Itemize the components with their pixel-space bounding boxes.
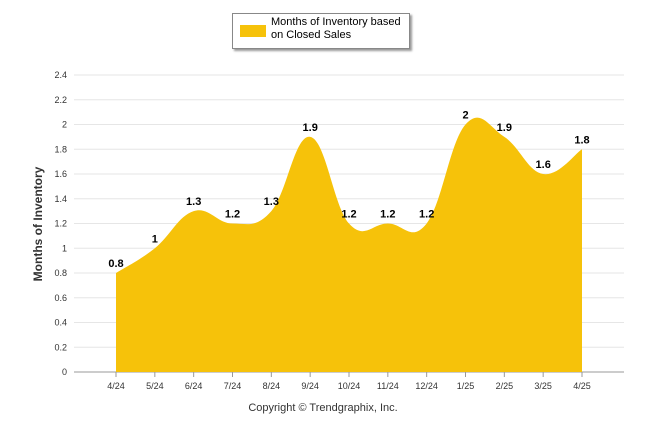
data-label: 0.8 <box>108 258 123 270</box>
y-tick-label: 2.4 <box>54 70 67 80</box>
area-fill <box>116 117 582 373</box>
x-tick-label: 7/24 <box>224 381 242 391</box>
data-label: 1.2 <box>380 209 395 221</box>
copyright-footer: Copyright © Trendgraphix, Inc. <box>248 402 398 414</box>
data-label: 1.3 <box>264 196 279 208</box>
x-tick-label: 3/25 <box>534 381 552 391</box>
data-label: 1.2 <box>341 209 356 221</box>
data-label: 1.2 <box>225 209 240 221</box>
data-label: 1.3 <box>186 196 201 208</box>
x-tick-label: 9/24 <box>301 381 319 391</box>
y-axis-ticks: 0 0.2 0.4 0.6 0.8 1 1.2 1.4 1.6 1.8 2 2.2 2.4 <box>54 70 67 377</box>
y-tick-label: 0.8 <box>54 268 67 278</box>
x-axis-ticks: 4/24 5/24 6/24 7/24 8/24 9/24 10/24 11/24 12/24 1… <box>107 372 591 391</box>
x-tick-label: 12/24 <box>415 381 438 391</box>
data-label: 1.8 <box>574 134 589 146</box>
y-tick-label: 1.4 <box>54 194 67 204</box>
x-tick-label: 11/24 <box>377 381 399 391</box>
y-tick-label: 1.6 <box>54 169 67 179</box>
x-tick-label: 6/24 <box>185 381 203 391</box>
y-tick-label: 1.2 <box>54 219 67 229</box>
y-tick-label: 1.8 <box>54 144 67 154</box>
y-tick-label: 0.6 <box>54 293 67 303</box>
data-label: 1.6 <box>536 159 551 171</box>
y-tick-label: 0.4 <box>54 318 67 328</box>
y-axis-label: Months of Inventory <box>31 166 45 281</box>
y-tick-label: 1 <box>62 243 67 253</box>
area-series <box>116 117 582 373</box>
y-tick-label: 2.2 <box>54 95 67 105</box>
data-label: 1.2 <box>419 209 434 221</box>
data-labels: 0.8 1 1.3 1.2 1.3 1.9 1.2 1.2 1.2 2 1.9 1.6 1.8 <box>108 110 589 271</box>
y-tick-label: 2 <box>62 120 67 130</box>
x-tick-label: 10/24 <box>338 381 361 391</box>
x-tick-label: 8/24 <box>263 381 281 391</box>
x-tick-label: 4/24 <box>107 381 125 391</box>
x-tick-label: 2/25 <box>496 381 514 391</box>
data-label: 1 <box>152 233 158 245</box>
x-tick-label: 5/24 <box>146 381 164 391</box>
data-label: 1.9 <box>497 122 512 134</box>
legend: Months of Inventory based on Closed Sale… <box>232 13 410 49</box>
legend-label: Months of Inventory based on Closed Sale… <box>271 16 401 41</box>
x-tick-label: 1/25 <box>457 381 475 391</box>
y-tick-label: 0 <box>62 367 67 377</box>
data-label: 1.9 <box>303 122 318 134</box>
x-tick-label: 4/25 <box>573 381 591 391</box>
legend-swatch <box>240 25 266 37</box>
y-tick-label: 0.2 <box>54 342 67 352</box>
data-label: 2 <box>462 110 468 122</box>
